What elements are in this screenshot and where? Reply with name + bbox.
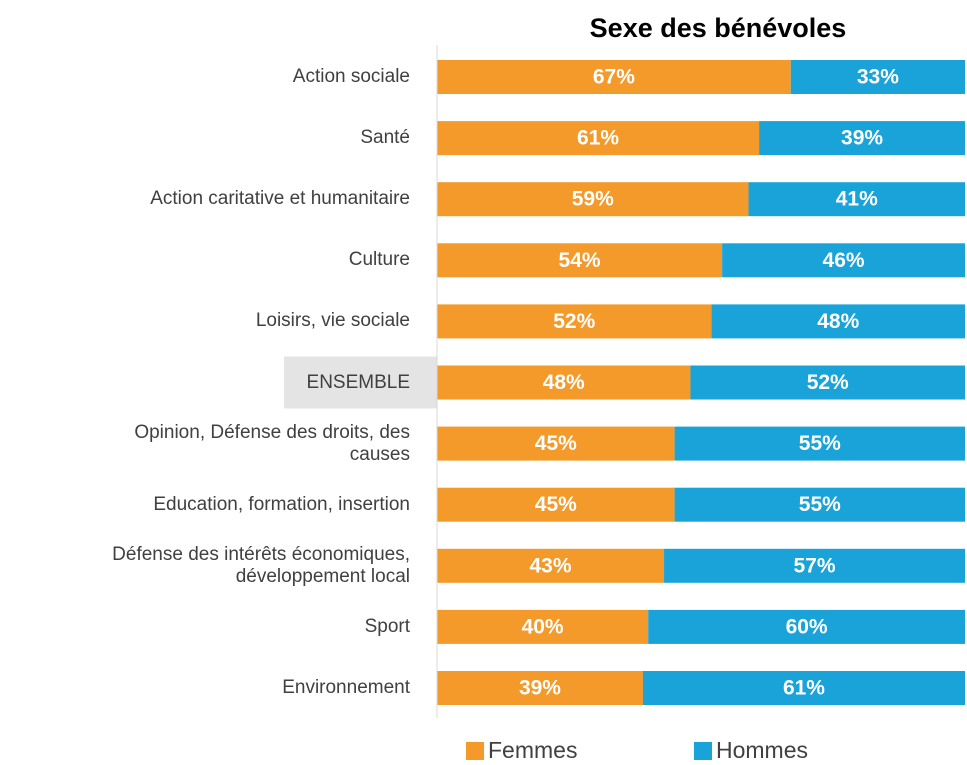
category-label: Santé [360, 127, 410, 149]
category-label: Environnement [282, 677, 410, 698]
bar-segment [437, 609, 649, 644]
data-label: 48% [543, 371, 585, 394]
bar-segment [437, 426, 675, 461]
legend-label: Hommes [716, 737, 808, 763]
bar-segment [437, 671, 643, 705]
bar-segment [790, 60, 965, 94]
bar-segment [437, 304, 712, 339]
legend-swatch [466, 742, 484, 760]
data-label: 67% [593, 66, 635, 89]
bar-segment [759, 121, 965, 156]
bar-segment [674, 487, 965, 522]
data-label: 61% [783, 677, 825, 700]
data-label: 39% [519, 677, 561, 700]
data-label: 55% [799, 493, 841, 516]
bar-segment [664, 548, 965, 583]
legend-label: Femmes [488, 737, 577, 763]
data-label: 48% [817, 310, 859, 333]
bar-segment [711, 304, 965, 339]
data-label: 39% [841, 127, 883, 150]
data-label: 60% [786, 615, 828, 638]
category-label: Opinion, Défense des droits, des causes [134, 421, 410, 465]
bar-segment [674, 426, 965, 461]
data-label: 45% [535, 432, 577, 455]
bar-segment [748, 182, 965, 217]
bar-segment [648, 609, 965, 644]
data-label: 52% [553, 310, 595, 333]
category-label: Action caritative et humanitaire [150, 188, 410, 210]
data-label: 61% [577, 127, 619, 150]
highlight [284, 356, 437, 409]
category-label: Culture [348, 249, 410, 271]
data-label: 54% [559, 249, 601, 272]
bar-segment [722, 243, 965, 278]
data-label: 55% [799, 432, 841, 455]
legend-swatch [694, 742, 712, 760]
data-label: 43% [530, 554, 572, 577]
category-label: Action sociale [292, 66, 410, 87]
data-label: 46% [823, 249, 865, 272]
category-label: Défense des intérêts économiques, dévelo… [112, 543, 410, 587]
data-label: 59% [572, 188, 614, 211]
category-label: Sport [364, 615, 410, 637]
bar-segment [437, 121, 760, 156]
bar-segment [642, 671, 965, 705]
chart-title: Sexe des bénévoles [590, 13, 847, 43]
bar-segment [437, 182, 749, 217]
data-label: 45% [535, 493, 577, 516]
data-label: 40% [522, 615, 564, 638]
bar-segment [437, 487, 675, 522]
data-label: 33% [857, 66, 899, 89]
bar-segment [690, 365, 965, 400]
data-label: 41% [836, 188, 878, 211]
bar-segment [437, 365, 691, 400]
data-label: 57% [794, 554, 836, 577]
category-label: ENSEMBLE [306, 371, 410, 393]
bar-segment [437, 60, 791, 94]
category-label: Loisirs, vie sociale [255, 310, 410, 332]
data-label: 52% [807, 371, 849, 394]
category-label: Education, formation, insertion [153, 493, 410, 515]
bar-segment [437, 243, 723, 278]
bar-segment [437, 548, 665, 583]
